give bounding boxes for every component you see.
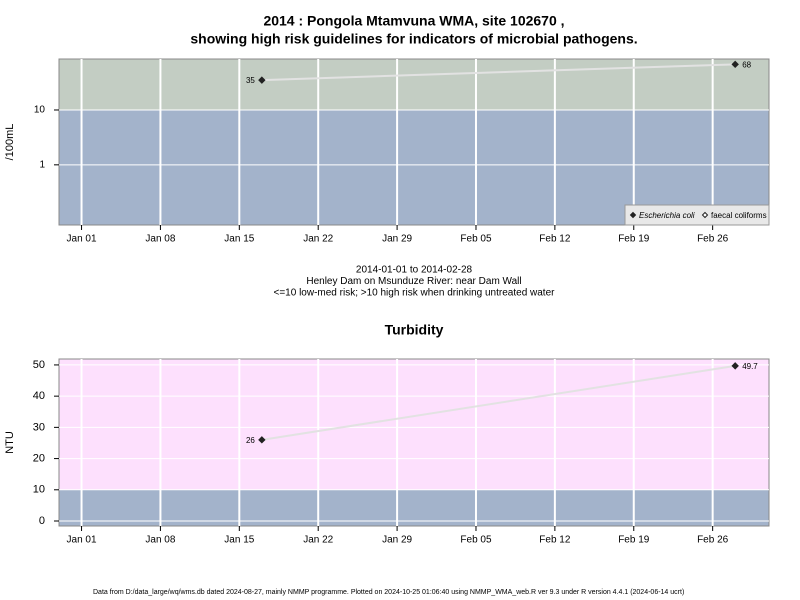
data-line	[261, 63, 736, 82]
legend-marker	[629, 211, 637, 219]
x-tick-label: Feb 05	[460, 234, 492, 245]
plot-frame	[58, 58, 770, 226]
data-point	[258, 76, 266, 84]
data-label: 26	[246, 436, 255, 445]
chart-title: showing high risk guidelines for indicat…	[190, 31, 637, 47]
y-tick-label: 10	[33, 484, 45, 496]
data-label: 68	[742, 60, 751, 69]
data-label: 49.7	[742, 362, 758, 371]
subtitle: 2014-01-01 to 2014-02-28	[356, 265, 473, 276]
x-tick-label: Jan 08	[145, 234, 175, 245]
x-tick-label: Jan 15	[224, 234, 254, 245]
footer: Data from D:/data_large/wq/wms.db dated …	[93, 589, 684, 596]
y-tick-label: 30	[33, 421, 45, 433]
x-tick-label: Jan 22	[303, 535, 333, 546]
legend-label: faecal coliforms	[711, 211, 767, 220]
data-point	[258, 436, 266, 444]
y-tick-label: 50	[33, 359, 45, 371]
chart-title: Turbidity	[385, 322, 444, 338]
y-tick-label: 10	[34, 105, 46, 116]
plot-frame	[58, 358, 770, 527]
legend-label: Escherichia coli	[639, 211, 695, 220]
y-axis-label: /100mL	[4, 124, 16, 161]
x-tick-label: Jan 08	[145, 535, 175, 546]
subtitle: Henley Dam on Msunduze River: near Dam W…	[306, 276, 521, 287]
y-tick-label: 1	[39, 159, 45, 170]
x-tick-label: Jan 29	[382, 535, 412, 546]
y-tick-label: 20	[33, 452, 45, 464]
x-tick-label: Jan 22	[303, 234, 333, 245]
x-tick-label: Jan 29	[382, 234, 412, 245]
legend-marker	[701, 211, 709, 219]
x-tick-label: Feb 12	[539, 234, 571, 245]
x-tick-label: Feb 26	[697, 234, 729, 245]
x-tick-label: Jan 01	[67, 234, 97, 245]
data-point	[731, 60, 739, 69]
x-tick-label: Feb 05	[460, 535, 492, 546]
legend-box	[624, 204, 770, 226]
y-tick-label: 0	[39, 515, 45, 527]
x-tick-label: Feb 19	[618, 234, 650, 245]
x-tick-label: Jan 15	[224, 535, 254, 546]
background-below	[59, 489, 769, 526]
x-tick-label: Feb 26	[697, 535, 729, 546]
x-tick-label: Jan 01	[67, 535, 97, 546]
x-tick-label: Feb 19	[618, 535, 650, 546]
subtitle: <=10 low-med risk; >10 high risk when dr…	[274, 288, 556, 299]
data-line	[261, 364, 736, 441]
y-axis-label: NTU	[4, 431, 16, 454]
x-tick-label: Feb 12	[539, 535, 571, 546]
y-tick-label: 40	[33, 390, 45, 402]
data-label: 35	[246, 76, 255, 85]
data-point	[731, 362, 739, 370]
background-above	[59, 359, 769, 490]
chart-title: 2014 : Pongola Mtamvuna WMA, site 102670…	[263, 13, 564, 29]
